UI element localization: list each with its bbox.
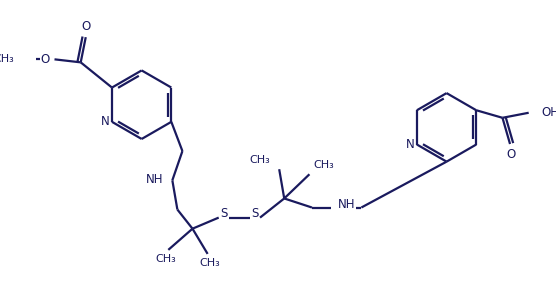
Text: CH₃: CH₃ <box>156 254 176 264</box>
Text: S: S <box>251 207 259 220</box>
Text: O: O <box>81 20 91 32</box>
Text: N: N <box>101 115 110 128</box>
Text: CH₃: CH₃ <box>314 160 334 170</box>
Text: NH: NH <box>338 198 356 211</box>
Text: CH₃: CH₃ <box>200 258 221 268</box>
Text: NH: NH <box>146 173 163 186</box>
Text: N: N <box>406 138 414 151</box>
Text: O: O <box>507 148 515 160</box>
Text: CH₃: CH₃ <box>250 155 270 165</box>
Text: O: O <box>41 53 50 66</box>
Text: CH₃: CH₃ <box>0 54 14 64</box>
Text: OH: OH <box>542 106 556 119</box>
Text: S: S <box>220 207 227 220</box>
